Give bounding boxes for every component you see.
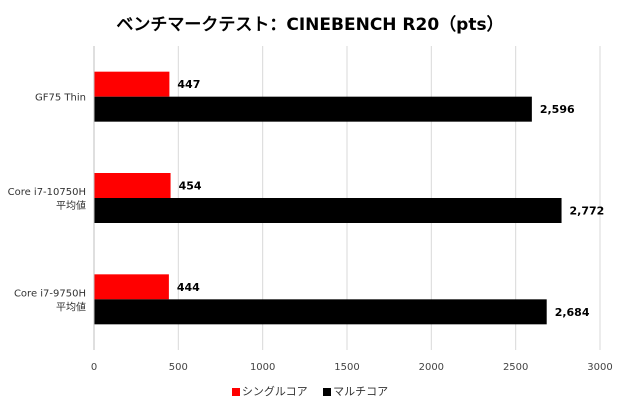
bar-single-1: [94, 173, 171, 198]
data-label-single-1: 454: [179, 180, 202, 193]
category-label-0: GF75 Thin: [35, 93, 86, 104]
x-tick-label-3: 1500: [334, 362, 359, 373]
chart-title: ベンチマークテスト：CINEBENCH R20（pts）: [116, 15, 504, 35]
bar-single-0: [94, 71, 170, 97]
x-tick-label-6: 3000: [587, 362, 612, 373]
bar-multi-0: [94, 96, 532, 122]
category-label-2: Core i7-9750H: [14, 288, 86, 299]
bar-multi-2: [94, 299, 547, 325]
category-label-2-line-1: 平均値: [56, 300, 86, 313]
x-tick-label-4: 2000: [419, 362, 444, 373]
legend-item-single-core: シングルコア: [231, 383, 308, 399]
data-label-multi-1: 2,772: [570, 205, 605, 218]
data-label-multi-2: 2,684: [555, 306, 590, 319]
data-label-single-2: 444: [177, 281, 200, 294]
legend: シングルコア マルチコア: [0, 383, 620, 399]
bar-multi-1: [94, 198, 562, 223]
legend-swatch-multi-core: [323, 388, 332, 396]
legend-item-multi-core: マルチコア: [323, 383, 388, 399]
x-tick-label-0: 0: [91, 362, 97, 373]
category-label-1-line-1: 平均値: [56, 199, 86, 212]
x-tick-label-1: 500: [169, 362, 188, 373]
legend-label-single-core: シングルコア: [241, 385, 308, 398]
legend-label-multi-core: マルチコア: [333, 385, 389, 398]
category-label-1: Core i7-10750H: [8, 187, 86, 198]
bar-single-2: [94, 274, 169, 300]
x-tick-label-2: 1000: [250, 362, 275, 373]
x-tick-label-5: 2500: [503, 362, 528, 373]
data-label-multi-0: 2,596: [540, 103, 575, 116]
legend-swatch-single-core: [231, 388, 240, 396]
data-label-single-0: 447: [177, 78, 200, 91]
